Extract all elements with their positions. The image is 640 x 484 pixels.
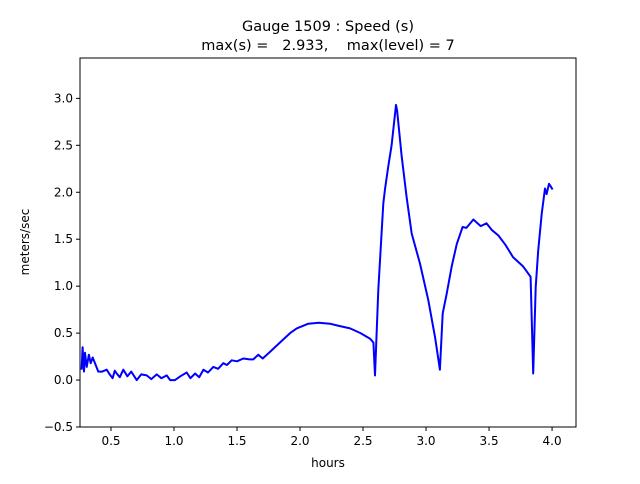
plot-frame bbox=[79, 57, 577, 428]
y-axis: −0.5 0.0 0.5 1.0 1.5 2.0 2.5 3.0 bbox=[44, 91, 80, 434]
y-tick-label: 2.5 bbox=[54, 138, 73, 152]
series-line bbox=[80, 103, 554, 382]
y-tick-label: 2.0 bbox=[54, 185, 73, 199]
y-tick-label: 0.0 bbox=[54, 373, 73, 387]
y-tick-label: 3.0 bbox=[54, 91, 73, 105]
x-tick-label: 3.5 bbox=[480, 434, 499, 448]
y-tick-label: −0.5 bbox=[44, 420, 73, 434]
chart-title: Gauge 1509 : Speed (s) bbox=[242, 19, 414, 35]
x-axis-label: hours bbox=[311, 456, 345, 470]
x-tick-label: 2.5 bbox=[353, 434, 372, 448]
x-tick-label: 3.0 bbox=[416, 434, 435, 448]
x-axis: 0.5 1.0 1.5 2.0 2.5 3.0 3.5 4.0 bbox=[101, 427, 562, 448]
x-tick-label: 1.5 bbox=[227, 434, 246, 448]
y-tick-label: 0.5 bbox=[54, 326, 73, 340]
chart-subtitle: max(s) = 2.933, max(level) = 7 bbox=[201, 38, 455, 54]
y-axis-label: meters/sec bbox=[18, 209, 32, 276]
plot-area bbox=[79, 57, 577, 428]
x-tick-label: 1.0 bbox=[164, 434, 183, 448]
x-tick-label: 0.5 bbox=[101, 434, 120, 448]
y-tick-label: 1.0 bbox=[54, 279, 73, 293]
y-tick-label: 1.5 bbox=[54, 232, 73, 246]
x-tick-label: 2.0 bbox=[290, 434, 309, 448]
x-tick-label: 4.0 bbox=[543, 434, 562, 448]
